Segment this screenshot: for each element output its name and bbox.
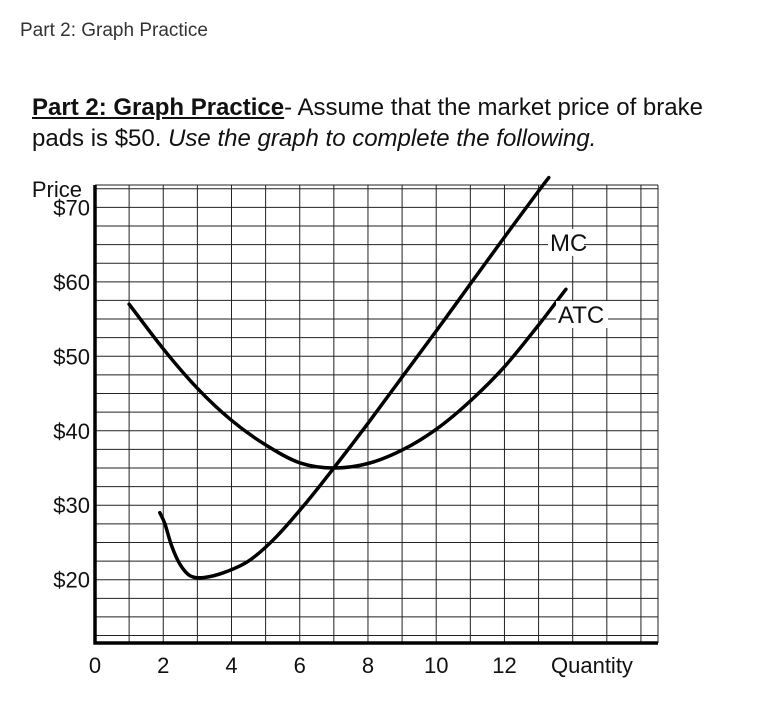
instructions-italic: Use the graph to complete the following. xyxy=(168,125,597,152)
x-tick-label: 0 xyxy=(89,653,101,678)
x-tick-label: 10 xyxy=(424,653,448,678)
x-tick-label: 2 xyxy=(157,653,169,678)
x-tick-label: 8 xyxy=(362,653,374,678)
atc-curve xyxy=(127,287,568,470)
axes xyxy=(93,185,658,645)
instructions-text: - Assume that the market price of brake … xyxy=(32,94,703,152)
y-tick-label: $50 xyxy=(53,344,90,369)
instructions-lead: Part 2: Graph Practice xyxy=(32,94,285,121)
atc-label-background xyxy=(556,301,608,328)
x-axis-label: Quantity xyxy=(551,653,633,678)
tick-labels: 0 2 4 6 8 10 12 $70 $60 $50 $40 $30 $20 xyxy=(53,195,516,678)
y-tick-label: $20 xyxy=(53,568,90,593)
grid xyxy=(95,184,659,643)
curves: MC ATC xyxy=(127,175,608,580)
y-axis-label: Price xyxy=(32,177,82,202)
x-tick-label: 12 xyxy=(492,653,516,678)
x-tick-label: 4 xyxy=(225,653,237,678)
page-title: Part 2: Graph Practice xyxy=(20,20,208,41)
mc-label: MC xyxy=(550,230,587,257)
y-tick-label: $30 xyxy=(53,493,90,518)
y-tick-label: $40 xyxy=(53,419,90,444)
instructions: Part 2: Graph Practice- Assume that the … xyxy=(32,92,747,154)
y-tick-label: $70 xyxy=(53,195,90,220)
atc-label: ATC xyxy=(558,302,604,329)
y-tick-label: $60 xyxy=(53,270,90,295)
mc-label-background xyxy=(548,229,584,256)
x-tick-label: 6 xyxy=(294,653,306,678)
mc-curve xyxy=(158,175,551,580)
